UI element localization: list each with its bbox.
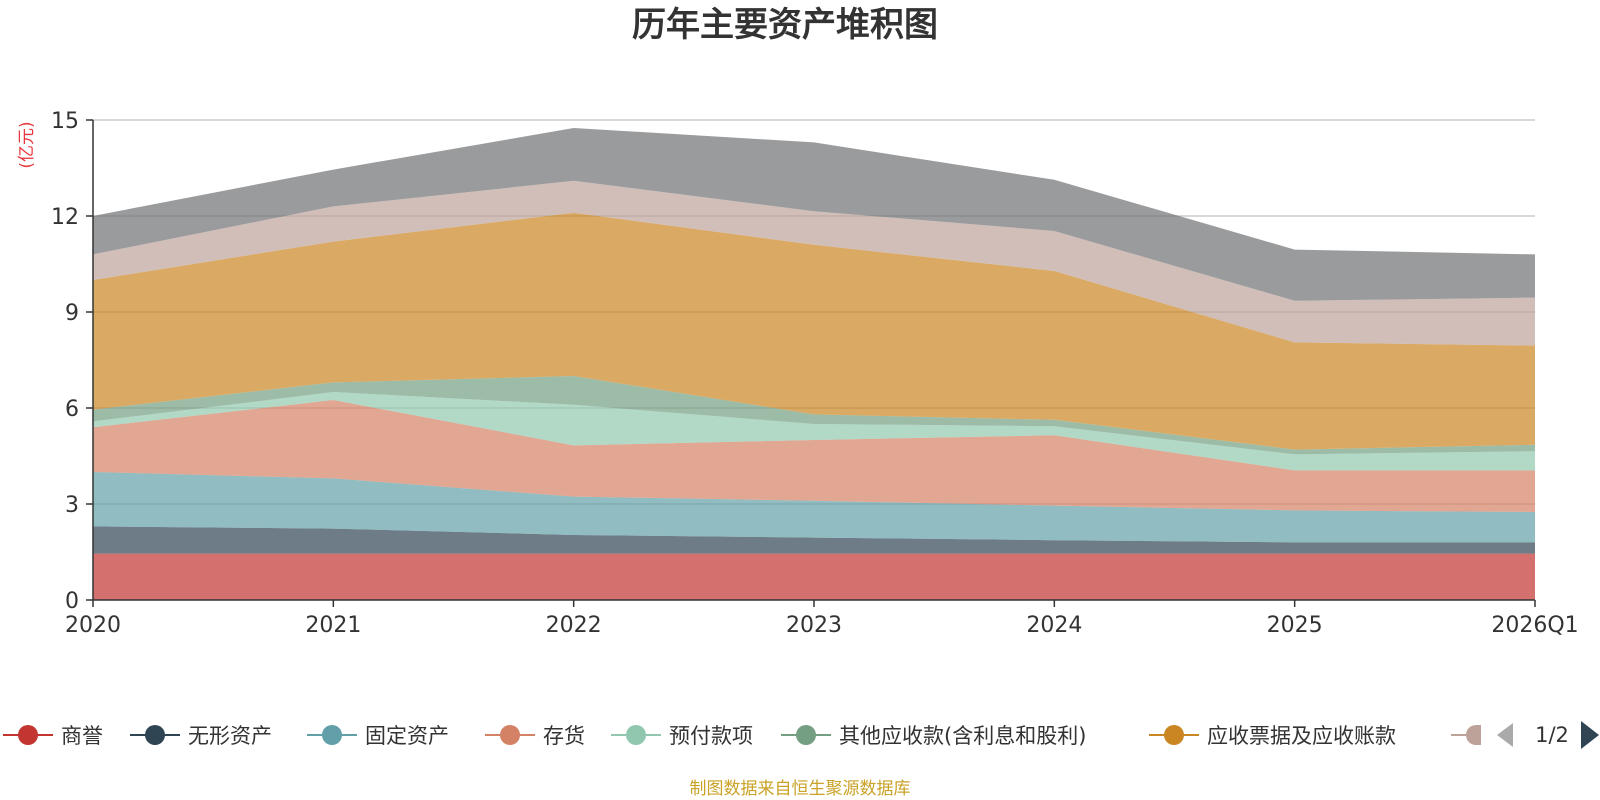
legend-marker <box>626 725 646 745</box>
legend-item[interactable]: 商誉 <box>3 724 103 748</box>
x-tick-label: 2020 <box>65 613 121 638</box>
legend-prev-page-icon[interactable] <box>1497 723 1513 747</box>
chart-title: 历年主要资产堆积图 <box>632 5 938 45</box>
area-series-group <box>93 128 1535 600</box>
area-series-3[interactable] <box>93 472 1535 543</box>
y-tick-label: 9 <box>65 301 79 326</box>
legend-item[interactable]: 应收票据及应收账款 <box>1149 724 1396 748</box>
legend-label: 预付款项 <box>669 724 753 748</box>
y-axis-label: (亿元) <box>17 121 37 168</box>
legend-marker <box>18 725 38 745</box>
y-tick-label: 12 <box>51 205 79 230</box>
x-tick-label: 2024 <box>1026 613 1082 638</box>
legend-pagination: 1/2 <box>1497 721 1599 749</box>
legend-next-page-icon[interactable] <box>1581 721 1599 749</box>
legend-label: 应收票据及应收账款 <box>1207 724 1396 748</box>
legend-item[interactable]: 无形资产 <box>130 724 272 748</box>
area-series-9[interactable] <box>93 128 1535 301</box>
legend-marker <box>145 725 165 745</box>
legend-item[interactable]: 固定资产 <box>307 724 449 748</box>
x-tick-label: 2021 <box>305 613 361 638</box>
x-tick-label: 2026Q1 <box>1491 613 1578 638</box>
x-tick-label: 2023 <box>786 613 842 638</box>
legend-marker <box>322 725 342 745</box>
axes: 0 3 6 9 12 15 2020 2021 2022 2023 2024 2025 2026Q1 <box>51 109 1579 638</box>
legend-marker <box>1164 725 1184 745</box>
legend-label: 存货 <box>543 724 585 748</box>
y-tick-label: 15 <box>51 109 79 134</box>
legend-label: 固定资产 <box>365 724 449 748</box>
area-series-7[interactable] <box>93 212 1535 450</box>
x-tick-label: 2025 <box>1267 613 1323 638</box>
legend-item[interactable]: 其他应收款(含利息和股利) <box>781 724 1086 748</box>
legend-page-indicator: 1/2 <box>1535 723 1569 747</box>
y-tick-label: 3 <box>65 493 79 518</box>
area-series-8[interactable] <box>93 180 1535 346</box>
legend-label: 无形资产 <box>188 724 272 748</box>
legend-item[interactable]: 预付款项 <box>611 724 753 748</box>
area-series-4[interactable] <box>93 400 1535 512</box>
area-series-5[interactable] <box>93 392 1535 471</box>
legend-label: 其他应收款(含利息和股利) <box>839 724 1086 748</box>
data-source-footer: 制图数据来自恒生聚源数据库 <box>690 779 911 799</box>
legend-item[interactable]: 存货 <box>485 724 585 748</box>
y-tick-label: 6 <box>65 397 79 422</box>
area-series-1[interactable] <box>93 553 1535 600</box>
legend-marker <box>500 725 520 745</box>
x-tick-label: 2022 <box>546 613 602 638</box>
legend-item-truncated[interactable] <box>1451 725 1481 745</box>
y-tick-label: 0 <box>65 589 79 614</box>
area-series-6[interactable] <box>93 376 1535 455</box>
legend-label: 商誉 <box>61 724 103 748</box>
legend-marker <box>1466 725 1481 745</box>
legend-marker <box>796 725 816 745</box>
legend: 商誉 无形资产 固定资产 存货 预付款项 其他应收款(含利息和股利) 应收票据及应收账款 <box>3 724 1481 748</box>
area-series-2[interactable] <box>93 526 1535 554</box>
